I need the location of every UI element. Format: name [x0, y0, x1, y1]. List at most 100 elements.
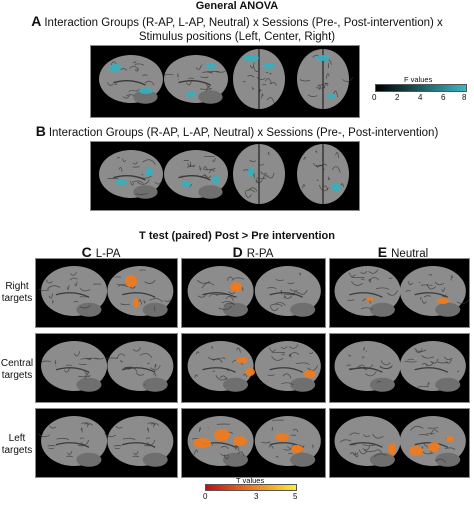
panel-a-brain-render: [99, 49, 354, 109]
cerebellum: [369, 452, 395, 467]
cerebellum: [133, 185, 158, 199]
sulcus: [425, 361, 434, 367]
sulcus: [84, 423, 89, 425]
sulcus: [368, 269, 379, 274]
sulcus: [298, 289, 308, 295]
sulcus: [51, 299, 54, 304]
sylvian-fissure: [55, 442, 90, 448]
sulcus: [261, 93, 264, 99]
sulcus: [350, 281, 363, 286]
sulcus: [223, 302, 235, 307]
sulcus: [197, 294, 207, 298]
sulcus: [150, 423, 156, 425]
sulcus: [299, 79, 311, 82]
sulcus: [121, 366, 135, 371]
sylvian-fissure: [113, 175, 146, 181]
sulcus: [129, 65, 139, 71]
sulcus: [144, 279, 156, 284]
sulcus: [220, 445, 229, 450]
activation-cluster: [214, 429, 230, 441]
activation-cluster: [181, 181, 191, 187]
sulcus: [199, 87, 213, 90]
sulcus: [456, 299, 469, 304]
sulcus: [427, 427, 439, 429]
sulcus: [269, 82, 278, 86]
sulcus: [296, 362, 310, 365]
brain-lateral-view: [187, 266, 254, 317]
sulcus: [441, 287, 445, 292]
sulcus: [349, 432, 360, 436]
panel-c-right-targets: [35, 258, 178, 328]
panel-e-right-targets: [329, 258, 470, 328]
sulcus: [47, 445, 56, 447]
panel-d-right-targets: [181, 258, 326, 328]
sulcus: [120, 303, 131, 306]
sulcus: [443, 356, 453, 360]
sulcus: [407, 358, 414, 361]
f-colorbar-ticks: 0 2 4 6 8: [372, 93, 470, 103]
sulcus: [120, 359, 123, 363]
sulcus: [404, 360, 417, 363]
sulcus: [208, 293, 219, 298]
brain-lateral-view: [399, 416, 466, 467]
sulcus: [122, 158, 127, 163]
sulcus: [152, 423, 160, 428]
sulcus: [194, 374, 199, 379]
sulcus: [299, 272, 301, 276]
sylvian-fissure: [55, 292, 90, 298]
sulcus: [78, 444, 86, 447]
brain-lateral-view: [99, 55, 163, 104]
sulcus: [323, 163, 327, 166]
sulcus: [421, 445, 424, 449]
sulcus: [368, 277, 380, 282]
activation-cluster: [109, 64, 121, 72]
sulcus: [38, 433, 50, 438]
activation-cluster: [304, 370, 316, 378]
sulcus: [317, 84, 321, 88]
sulcus: [426, 284, 437, 290]
sulcus: [363, 449, 375, 453]
sylvian-fissure: [269, 292, 303, 298]
sulcus: [208, 169, 215, 174]
panel-b-brain-render: [99, 144, 349, 204]
sulcus: [198, 427, 202, 433]
activation-cluster: [291, 445, 303, 453]
sylvian-fissure: [202, 367, 236, 373]
sulcus: [372, 433, 384, 439]
activation-cluster: [243, 55, 259, 61]
panel-c-left-targets: [35, 408, 178, 478]
activation-cluster: [139, 88, 153, 94]
sulcus: [163, 73, 174, 76]
cerebellum: [290, 302, 316, 317]
sulcus: [388, 276, 393, 279]
sulcus: [226, 276, 234, 281]
t-colorbar: [205, 484, 297, 491]
sulcus: [348, 354, 352, 357]
sulcus: [322, 185, 329, 191]
brain-lateral-view: [399, 341, 466, 392]
sulcus: [308, 351, 314, 354]
sulcus: [79, 295, 89, 298]
f-tick: 0: [372, 93, 377, 102]
activation-cluster: [316, 55, 330, 61]
cerebellum: [290, 377, 316, 392]
panel-e-left-targets: [329, 408, 470, 478]
sylvian-fissure: [414, 367, 449, 373]
sulcus: [247, 75, 255, 78]
brain-lateral-view: [107, 266, 174, 317]
cerebellum: [222, 377, 248, 392]
sulcus: [153, 372, 157, 377]
sulcus: [327, 176, 331, 181]
sulcus: [347, 299, 355, 301]
sulcus: [266, 97, 275, 103]
sulcus: [323, 83, 329, 89]
activation-cluster: [437, 298, 449, 304]
sulcus: [81, 422, 89, 425]
cerebellum: [198, 90, 223, 104]
cerebellum: [198, 185, 223, 199]
sulcus: [144, 80, 155, 86]
cerebellum: [142, 377, 168, 392]
sulcus: [342, 77, 354, 82]
panel-a-letter: A: [31, 13, 42, 29]
sulcus: [212, 370, 215, 372]
